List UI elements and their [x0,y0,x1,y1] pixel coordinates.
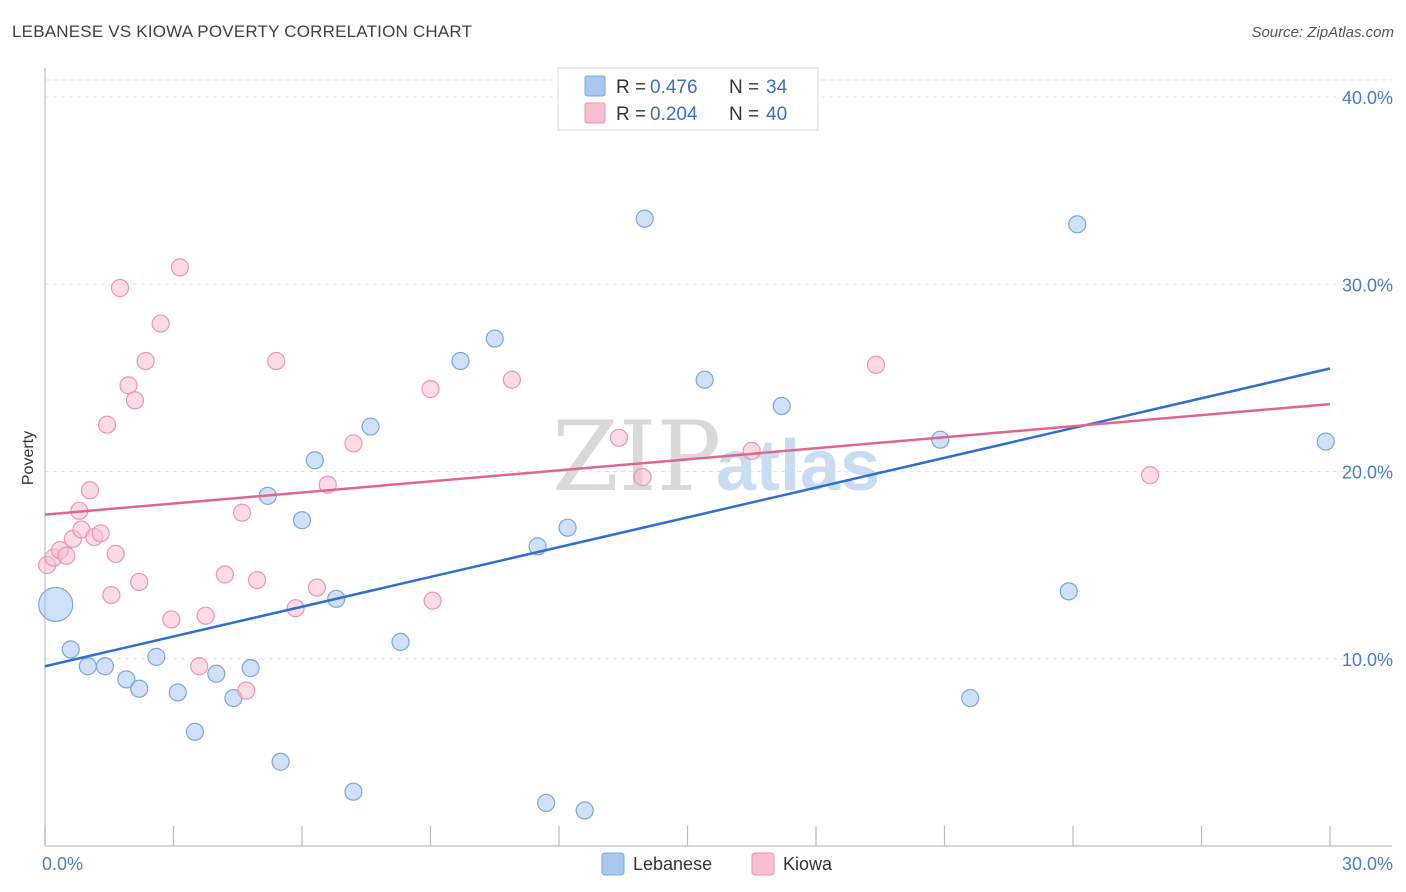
bottom-legend-swatch-kiowa [751,852,775,876]
legend-n-value-kiowa: 40 [766,104,787,125]
point-lebanese-28 [772,396,791,416]
point-lebanese-21 [485,329,504,348]
point-lebanese-0 [38,586,74,623]
point-kiowa-27 [267,351,286,371]
point-kiowa-9 [91,524,110,543]
point-kiowa-7 [80,481,100,500]
x-tick-label-0: 0.0% [42,854,83,874]
point-lebanese-6 [147,647,166,666]
chart-title: LEBANESE VS KIOWA POVERTY CORRELATION CH… [12,22,473,41]
trend-line-lebanese [44,367,1331,668]
correlation-legend: R = 0.476 N = 34 R = 0.204 N = 40 [557,67,819,131]
point-lebanese-17 [344,782,363,801]
point-kiowa-22 [196,606,215,625]
grid-lines [45,79,1392,660]
point-kiowa-13 [110,278,130,298]
x-tick-labels: 0.0% 30.0% [42,854,1393,874]
point-lebanese-9 [207,664,226,683]
point-kiowa-20 [170,258,190,277]
y-tick-label-1: 20.0% [1342,463,1393,483]
legend-swatch-kiowa [584,102,606,124]
y-tick-labels: 10.0% 20.0% 30.0% 40.0% [1342,88,1393,670]
point-kiowa-11 [102,585,121,605]
point-lebanese-26 [635,209,654,228]
point-lebanese-8 [185,722,205,741]
legend-n-label-kiowa: N = [729,104,759,125]
watermark-zip: ZIP [552,401,721,513]
y-axis-title: Poverty [20,431,37,485]
point-kiowa-19 [162,610,181,629]
trend-lines [44,367,1331,668]
point-kiowa-39 [1140,466,1160,485]
point-lebanese-2 [78,657,97,676]
point-kiowa-37 [742,441,761,461]
legend-r-value-kiowa: 0.204 [650,104,698,125]
point-kiowa-23 [215,565,234,584]
point-kiowa-38 [866,355,886,374]
bottom-legend-label-lebanese: Lebanese [633,854,712,874]
watermark-atlas: atlas [716,426,880,506]
point-kiowa-34 [502,370,521,389]
point-kiowa-14 [119,376,138,395]
point-lebanese-14 [292,511,312,530]
point-lebanese-31 [1059,582,1078,601]
point-lebanese-27 [695,370,714,389]
point-lebanese-15 [305,451,324,470]
point-kiowa-31 [344,434,363,453]
point-kiowa-25 [237,681,256,700]
point-lebanese-20 [451,351,470,371]
legend-r-value-lebanese: 0.476 [650,77,698,98]
point-kiowa-15 [125,391,145,410]
data-points [38,209,1335,820]
bottom-legend-swatch-lebanese [601,852,625,876]
point-kiowa-16 [130,572,149,592]
point-kiowa-17 [136,351,155,371]
point-lebanese-25 [575,801,594,820]
point-kiowa-3 [57,546,76,565]
point-lebanese-24 [558,518,577,537]
y-tick-label-2: 30.0% [1342,275,1393,295]
point-kiowa-18 [151,314,170,333]
point-kiowa-32 [421,380,440,399]
axes [44,68,1392,847]
legend-r-label-lebanese: R = [616,77,646,98]
point-lebanese-32 [1068,215,1087,234]
point-lebanese-19 [391,632,410,651]
point-kiowa-10 [98,415,117,434]
point-lebanese-1 [61,640,80,659]
point-lebanese-30 [961,688,980,708]
point-kiowa-35 [609,428,629,447]
point-lebanese-33 [1316,432,1335,451]
point-kiowa-21 [190,657,209,676]
y-tick-label-3: 40.0% [1342,88,1393,108]
point-kiowa-33 [423,591,442,610]
series-legend: Lebanese Kiowa [601,852,833,876]
legend-r-label-kiowa: R = [616,104,646,125]
point-lebanese-29 [931,430,950,449]
point-lebanese-3 [95,657,115,676]
point-lebanese-18 [361,417,380,436]
point-kiowa-36 [633,468,652,487]
point-lebanese-13 [271,752,290,771]
point-kiowa-12 [106,544,125,563]
legend-n-label-lebanese: N = [729,77,759,98]
point-kiowa-24 [232,503,252,522]
point-lebanese-23 [537,793,556,813]
legend-swatch-lebanese [584,75,606,97]
y-tick-label-0: 10.0% [1342,650,1393,670]
point-kiowa-26 [247,571,267,590]
legend-n-value-lebanese: 34 [766,77,788,98]
trend-line-kiowa [44,402,1331,516]
point-lebanese-5 [130,679,149,698]
x-tick-label-1: 30.0% [1342,854,1393,874]
bottom-legend-label-kiowa: Kiowa [783,854,833,874]
point-lebanese-11 [241,659,260,678]
point-lebanese-7 [168,683,187,702]
point-kiowa-29 [307,578,327,597]
point-lebanese-4 [117,670,136,689]
source-label: Source: ZipAtlas.com [1251,24,1394,41]
